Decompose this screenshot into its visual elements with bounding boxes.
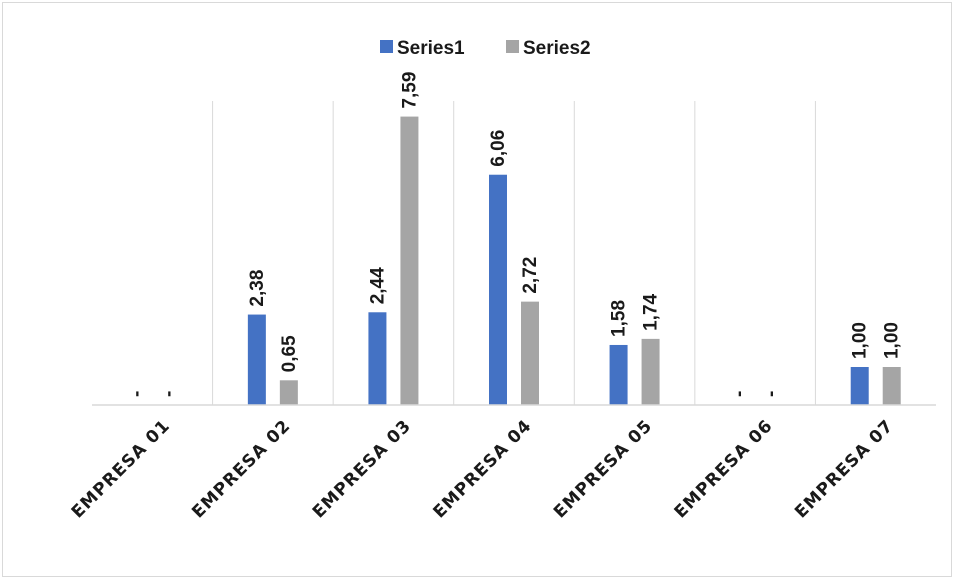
data-label: 7,59 <box>399 72 420 109</box>
legend-label-series2: Series2 <box>523 38 591 59</box>
legend: Series1 Series2 <box>380 38 591 59</box>
bar-series2-2 <box>279 380 298 405</box>
bar-series1-2 <box>247 314 266 405</box>
legend-swatch-series2 <box>506 40 519 53</box>
data-label: 1,00 <box>882 322 903 359</box>
data-label: 1,00 <box>850 322 871 359</box>
bar-series1-4 <box>489 174 507 405</box>
data-label: - <box>126 391 147 397</box>
category-label: EMPRESA 07 <box>791 416 898 523</box>
category-label: EMPRESA 05 <box>550 416 657 523</box>
legend-label-series1: Series1 <box>397 38 465 59</box>
data-label: 1,58 <box>609 300 630 337</box>
category-label: EMPRESA 04 <box>429 416 536 523</box>
data-label: - <box>158 391 179 397</box>
bar-series2-4 <box>521 301 539 405</box>
data-label: 6,06 <box>488 130 509 167</box>
category-label: EMPRESA 03 <box>309 416 416 523</box>
data-label: - <box>729 391 750 397</box>
bar-series1-5 <box>609 344 628 405</box>
category-gridlines <box>212 101 816 405</box>
bars <box>247 116 901 405</box>
data-label: 2,72 <box>520 257 541 294</box>
category-label: EMPRESA 01 <box>68 416 175 523</box>
data-label: 2,44 <box>367 267 388 304</box>
legend-swatch-series1 <box>380 40 393 53</box>
data-label: 1,74 <box>641 293 662 330</box>
data-labels: - - 2,38 0,65 2,44 7,59 6,06 2,72 1,58 1,74 - - 1,00… <box>126 72 902 397</box>
bar-series2-3 <box>400 116 419 405</box>
bar-series2-7 <box>882 367 901 405</box>
bar-series1-7 <box>850 367 869 405</box>
data-label: 2,38 <box>247 270 268 307</box>
category-label: EMPRESA 06 <box>671 416 778 523</box>
bar-series2-5 <box>641 338 660 405</box>
data-label: - <box>761 391 782 397</box>
bar-series1-3 <box>368 312 387 405</box>
data-label: 0,65 <box>279 335 300 372</box>
category-axis-labels: EMPRESA 01 EMPRESA 02 EMPRESA 03 EMPRESA 04… <box>68 416 898 523</box>
category-label: EMPRESA 02 <box>188 416 295 523</box>
